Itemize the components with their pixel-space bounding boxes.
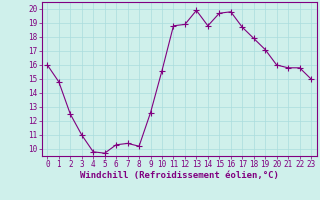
X-axis label: Windchill (Refroidissement éolien,°C): Windchill (Refroidissement éolien,°C) [80, 171, 279, 180]
